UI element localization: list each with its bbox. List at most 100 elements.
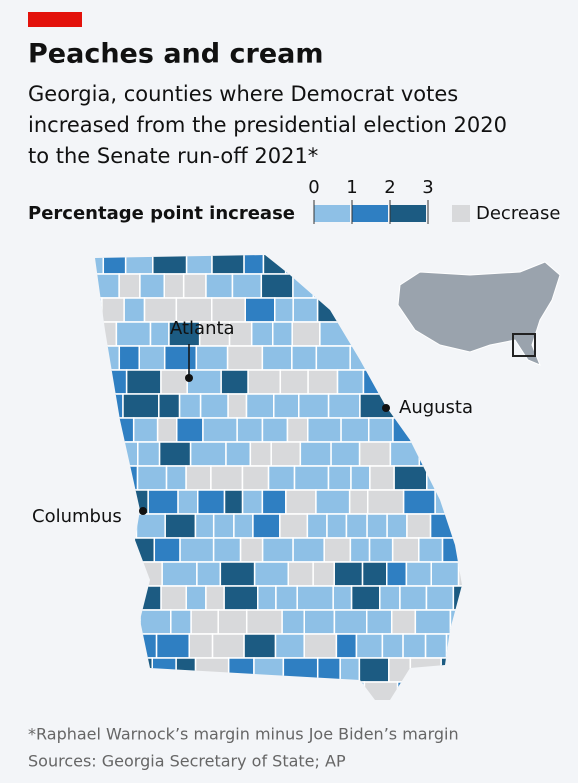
county (185, 585, 207, 611)
county (245, 609, 283, 635)
city-dot (139, 507, 147, 515)
county (223, 585, 259, 611)
county (125, 369, 162, 395)
county (231, 273, 263, 299)
county (194, 513, 215, 539)
county (339, 657, 361, 683)
county (368, 537, 394, 563)
county (243, 633, 277, 659)
county (399, 585, 428, 611)
legend-title: Percentage point increase (28, 203, 295, 224)
county (261, 537, 294, 563)
county (303, 609, 336, 635)
county (402, 633, 427, 659)
county (188, 633, 214, 659)
county (165, 465, 187, 491)
county (333, 561, 364, 587)
county (366, 513, 388, 539)
county (340, 417, 370, 443)
county (153, 537, 181, 563)
county (189, 441, 227, 467)
county (430, 561, 460, 587)
county (175, 417, 204, 443)
county (202, 417, 238, 443)
county (298, 393, 330, 419)
source: Sources: Georgia Secretary of State; AP (28, 752, 346, 771)
county (365, 609, 393, 635)
county (414, 609, 452, 635)
county (178, 393, 202, 419)
county (291, 345, 318, 371)
county (299, 441, 332, 467)
county (210, 465, 244, 491)
county (168, 321, 201, 347)
city-label: Atlanta (170, 318, 235, 339)
county (123, 297, 146, 323)
county (361, 561, 388, 587)
county (158, 441, 192, 467)
county (155, 633, 190, 659)
county (136, 465, 168, 491)
county (274, 633, 305, 659)
county (211, 633, 245, 659)
county (296, 585, 334, 611)
city-dot (382, 404, 390, 412)
county (190, 609, 219, 635)
footnote: *Raphael Warnock’s margin minus Joe Bide… (28, 725, 459, 744)
county (285, 489, 317, 515)
county (160, 585, 187, 611)
county (307, 417, 342, 443)
county (335, 633, 358, 659)
county (161, 561, 198, 587)
county (261, 489, 287, 515)
legend-swatch (314, 205, 350, 222)
county (239, 537, 264, 563)
county (293, 465, 330, 491)
county (101, 297, 125, 323)
county (418, 537, 444, 563)
county (303, 633, 338, 659)
county (406, 513, 432, 539)
county (253, 561, 290, 587)
county (122, 393, 160, 419)
county (118, 345, 140, 371)
county (223, 489, 244, 515)
county (143, 297, 178, 323)
city-label: Columbus (32, 506, 122, 527)
county (333, 609, 368, 635)
county (390, 609, 417, 635)
county (405, 561, 432, 587)
legend-swatch (452, 205, 470, 222)
county (261, 417, 289, 443)
county (279, 369, 309, 395)
county (326, 513, 348, 539)
county (220, 369, 249, 395)
county (244, 297, 276, 323)
county (349, 537, 371, 563)
county (292, 537, 325, 563)
county (348, 489, 369, 515)
subtitle-line: increased from the presidential election… (28, 113, 507, 137)
county (241, 465, 270, 491)
county (425, 585, 455, 611)
legend-swatch (390, 205, 426, 222)
county (355, 633, 384, 659)
legend-swatch (352, 205, 388, 222)
county (391, 537, 420, 563)
county (287, 561, 314, 587)
county (381, 633, 404, 659)
county (312, 561, 335, 587)
county (369, 465, 395, 491)
county (175, 297, 213, 323)
red-tag (28, 12, 82, 27)
county (217, 609, 248, 635)
county (332, 585, 353, 611)
county (139, 273, 166, 299)
county (315, 489, 351, 515)
county (199, 393, 229, 419)
county (205, 585, 225, 611)
county (250, 321, 274, 347)
county (182, 273, 207, 299)
county (291, 321, 321, 347)
county (281, 609, 306, 635)
